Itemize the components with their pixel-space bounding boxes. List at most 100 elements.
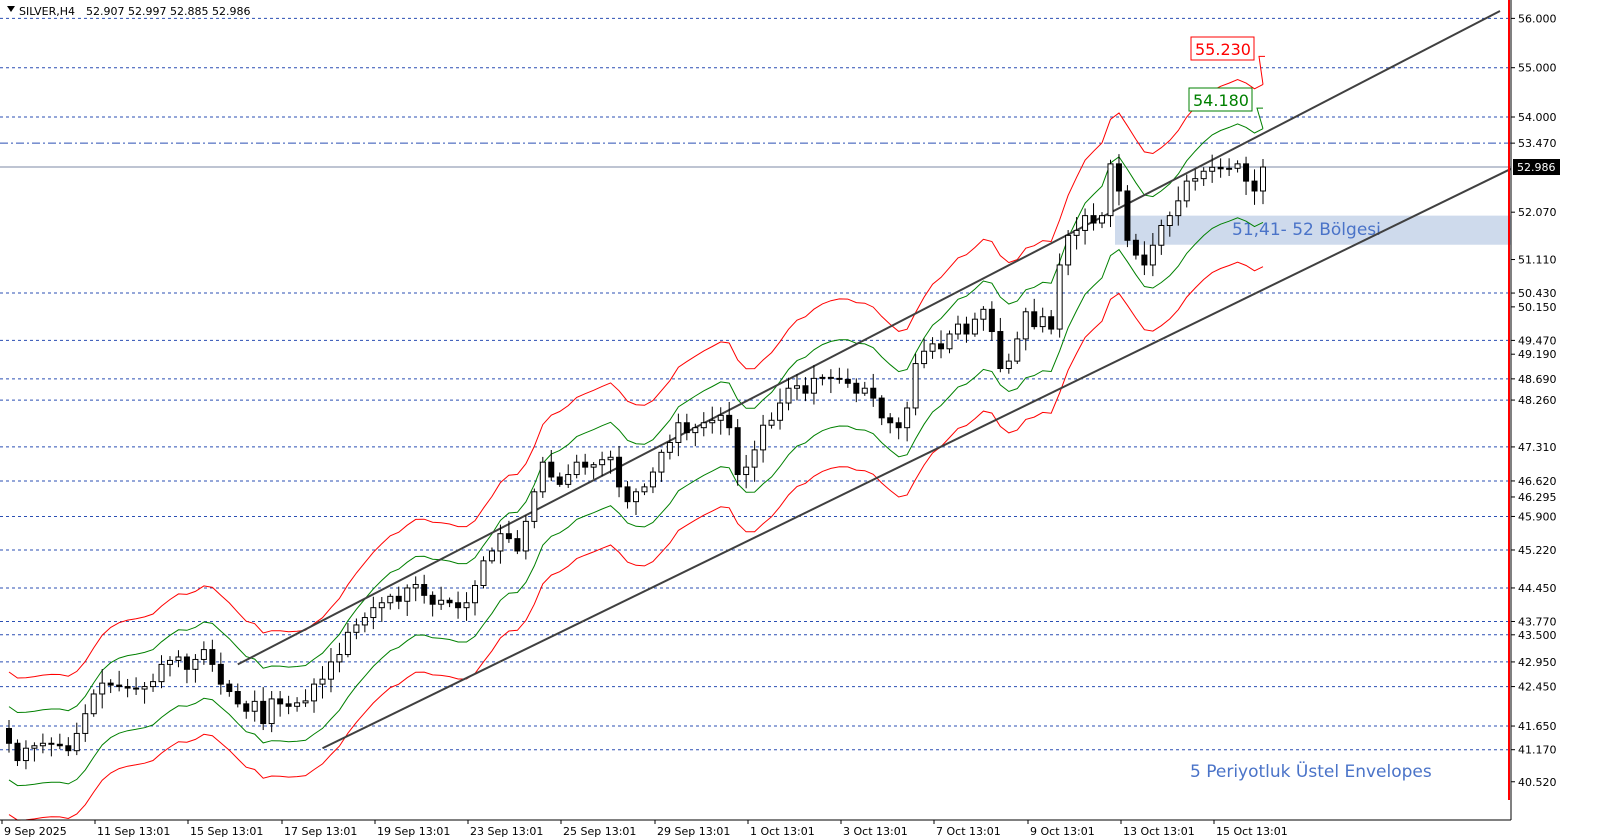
candle [1166,211,1173,237]
price-label: 42.950 [1518,656,1557,669]
candle-body [455,602,462,609]
candle-body [633,491,639,503]
candle-body [1217,166,1224,170]
candle [1141,241,1148,276]
candle-body [336,654,343,663]
candle-body [1039,316,1046,328]
candle-body [1141,254,1148,266]
candle [353,618,360,640]
candle [412,576,419,602]
candle-body [234,691,241,705]
envelope-inner-upper [8,123,1264,714]
candle-body [1149,244,1156,266]
candle-body [217,663,224,685]
candle [395,586,402,610]
candle-body [666,441,673,453]
candle-body [39,742,46,747]
candle-body [929,343,936,352]
candle-body [150,681,157,688]
candle [556,472,563,487]
candle [344,623,351,658]
candle-body [353,624,360,633]
candle [1073,217,1080,250]
candle [827,369,834,394]
candle [480,556,487,589]
candle [1183,174,1190,208]
candle [768,412,775,429]
candle-body [226,683,233,693]
candle [1217,158,1224,178]
candle-body [938,343,945,350]
candle-body [14,742,21,762]
candle [1065,230,1072,276]
candle [1226,158,1233,176]
candle [692,423,699,447]
candle-body [624,486,631,503]
candle [675,413,682,457]
candle-body [82,713,89,734]
candle-body [48,742,55,745]
candle [294,697,301,712]
candle [192,654,199,683]
candle-body [971,318,978,335]
envelope-indicator-label: 5 Periyotluk Üstel Envelopes [1190,760,1432,782]
candle-body [751,449,758,468]
candle [726,401,733,436]
time-label: 15 Sep 13:01 [190,825,263,838]
candle-body [565,474,572,485]
candle [649,467,656,494]
candle [1005,353,1012,374]
envelope-green-extension [1256,107,1264,129]
candle [166,656,173,677]
time-label: 9 Oct 13:01 [1030,825,1095,838]
price-label: 41.170 [1518,744,1557,757]
candle [700,412,707,437]
candle-body [158,663,165,683]
candle [599,451,606,477]
current-price-badge: 52.986 [1513,159,1560,176]
candle [39,733,46,754]
candle [1022,307,1029,351]
candle-body [116,684,123,688]
candle-body [658,451,665,473]
candle [624,481,631,509]
price-label: 47.310 [1518,441,1557,454]
candle-body [22,747,29,762]
candle [590,462,597,479]
candle [65,737,72,757]
candle-body [548,461,555,478]
price-label: 41.650 [1518,720,1557,733]
candle-body [378,602,385,609]
candle-body [6,727,12,744]
candle-body [1132,239,1139,256]
candle [616,445,623,498]
candle [48,737,55,757]
candle [1175,186,1182,226]
candle-body [1234,163,1241,169]
candle-body [556,476,563,485]
candle-body [1115,163,1122,192]
candle-body [785,387,792,404]
candle-body [463,602,470,609]
candle-body [421,584,428,596]
candle [226,679,233,697]
candle [1082,208,1089,245]
candle [980,306,987,331]
candle [709,406,716,434]
candle-body [192,658,199,670]
candle-body [361,617,368,626]
price-label: 52.070 [1518,206,1557,219]
candle [133,677,140,695]
candle [268,691,275,733]
candle [895,417,902,440]
channel-upper-line [237,10,1501,666]
candle [311,678,318,713]
time-label: 15 Oct 13:01 [1216,825,1288,838]
price-label: 48.690 [1518,373,1557,386]
candle-body [777,402,784,421]
envelope-lines [8,55,1265,821]
candle-body [209,649,216,665]
candle-body [590,464,597,468]
candle [319,666,326,699]
